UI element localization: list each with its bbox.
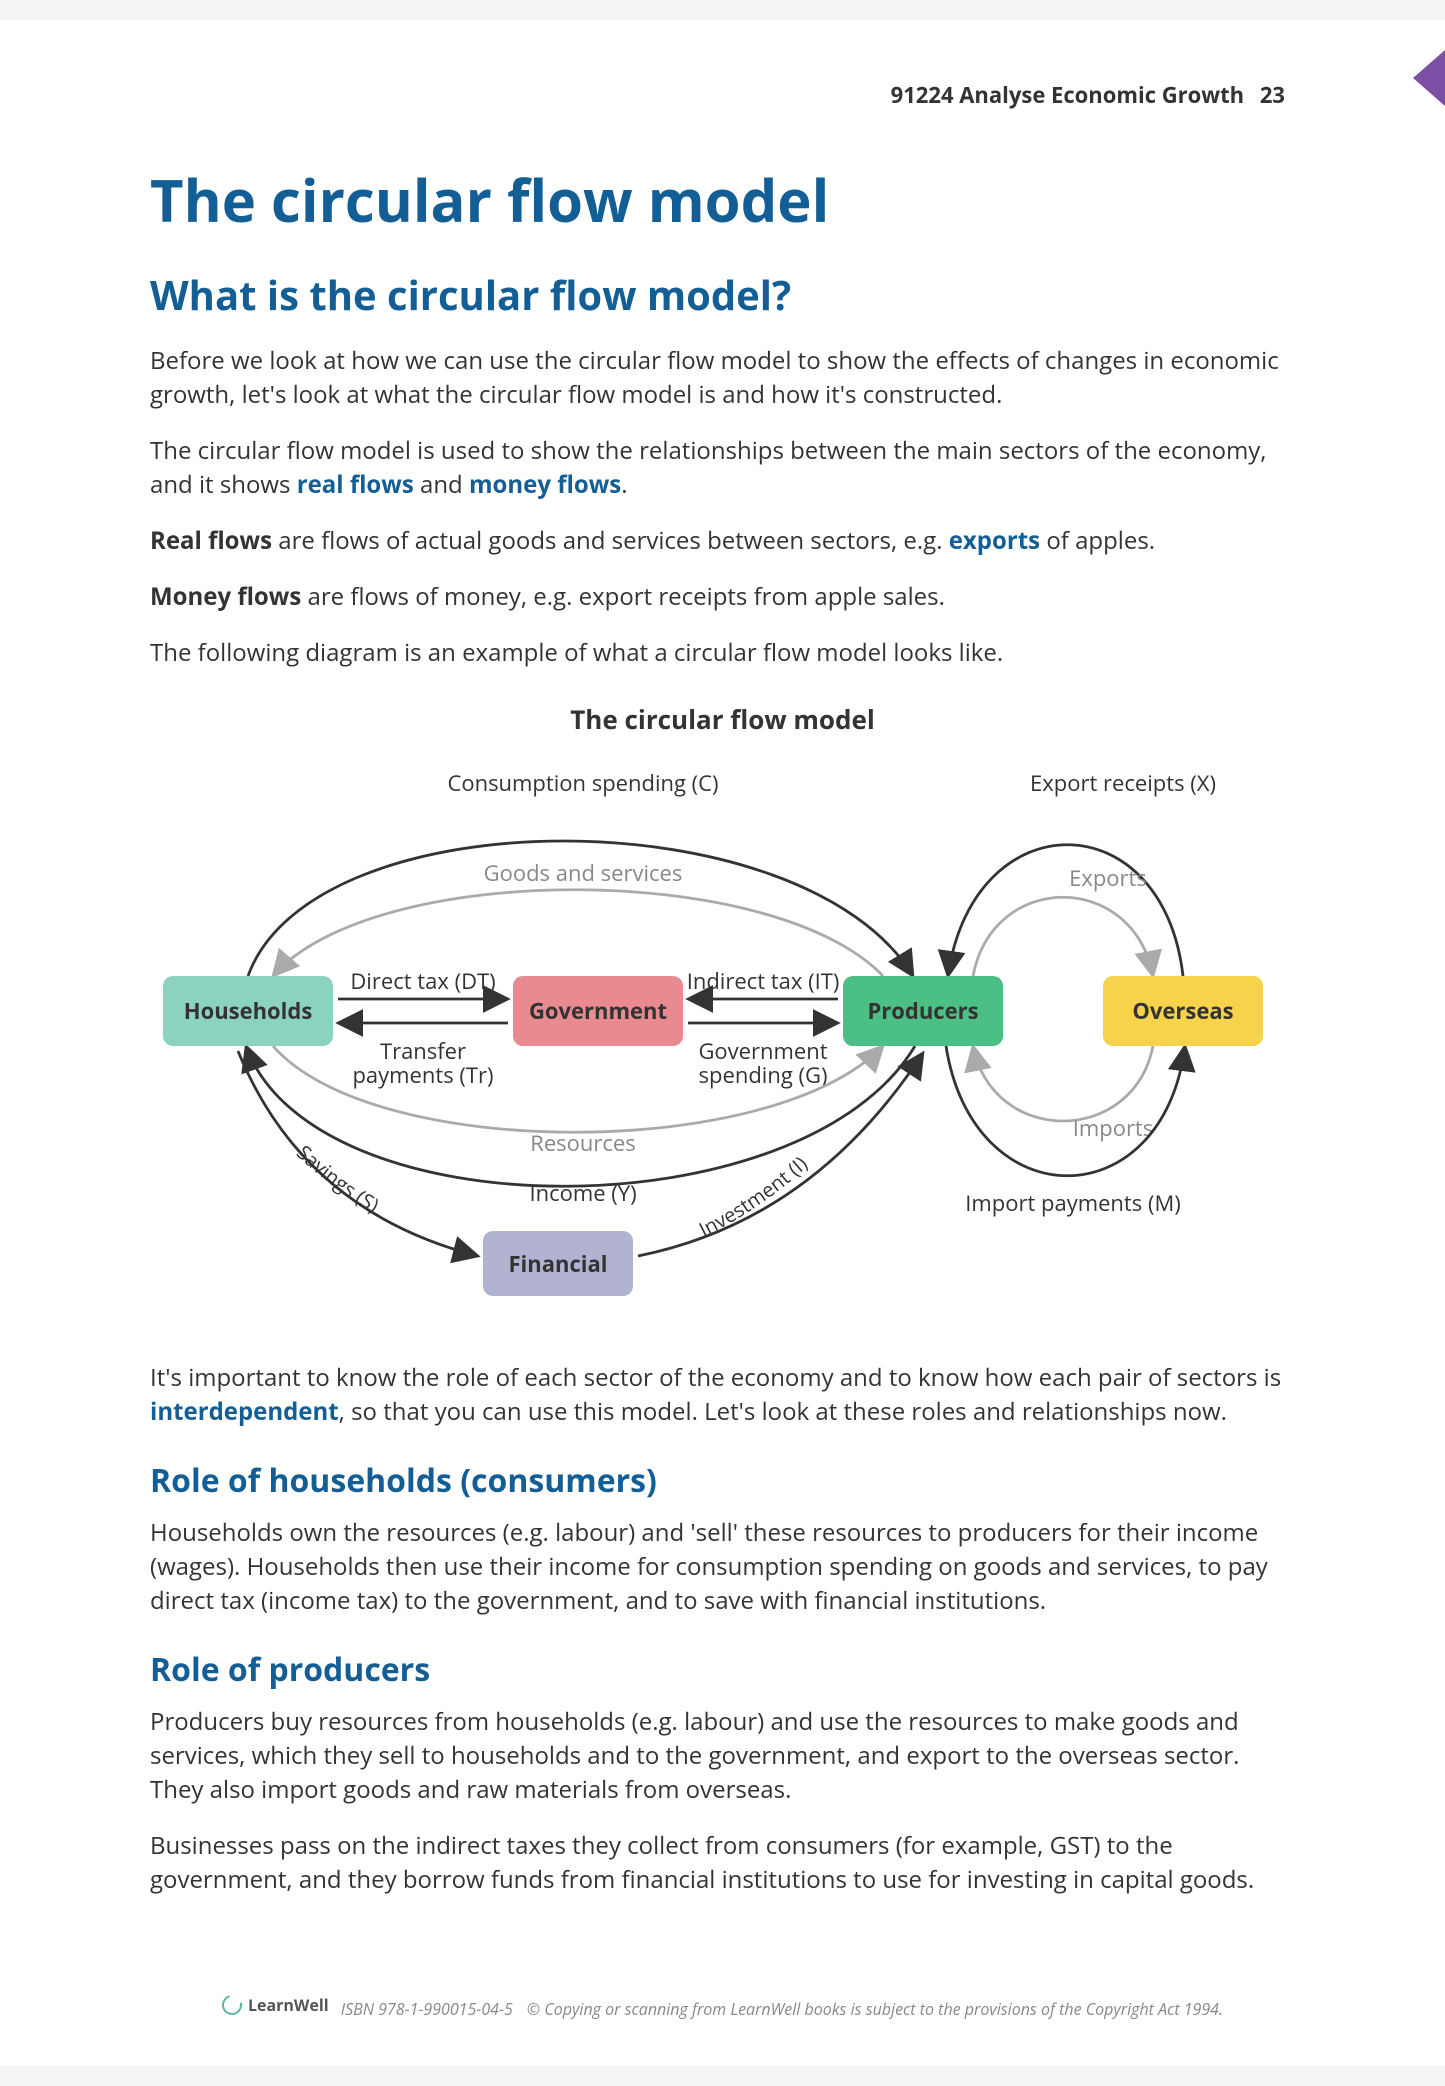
svg-text:Households: Households bbox=[183, 995, 312, 1025]
svg-text:Producers: Producers bbox=[867, 995, 978, 1025]
page-footer: LearnWell ISBN 978-1-990015-04-5 © Copyi… bbox=[0, 1994, 1445, 2020]
paragraph-intro-2: The circular flow model is used to show … bbox=[150, 434, 1295, 502]
section-heading: What is the circular flow model? bbox=[150, 267, 1295, 322]
arrow-import-payments bbox=[946, 1046, 1185, 1176]
label-transfer-2: payments (Tr) bbox=[352, 1060, 493, 1090]
svg-text:Overseas: Overseas bbox=[1132, 995, 1233, 1025]
isbn: ISBN 978-1-990015-04-5 bbox=[341, 1998, 513, 2020]
sector-government: Government bbox=[513, 976, 683, 1046]
label-exports: Exports bbox=[1069, 863, 1147, 893]
brand-name: LearnWell bbox=[248, 1994, 329, 2016]
page-corner-tab bbox=[1413, 50, 1445, 106]
arrow-goods bbox=[273, 889, 883, 975]
lead-money: Money flows bbox=[150, 580, 301, 613]
diagram-title: The circular flow model bbox=[150, 701, 1295, 737]
label-resources: Resources bbox=[530, 1128, 636, 1158]
arrow-imports bbox=[973, 1046, 1153, 1121]
running-header: 91224 Analyse Economic Growth 23 bbox=[150, 80, 1295, 110]
text: of apples. bbox=[1040, 524, 1155, 557]
sector-overseas: Overseas bbox=[1103, 976, 1263, 1046]
label-gov-spending-2: spending (G) bbox=[698, 1060, 827, 1090]
text: It's important to know the role of each … bbox=[150, 1361, 1281, 1394]
paragraph-money-flows: Money flows are flows of money, e.g. exp… bbox=[150, 580, 1295, 614]
svg-text:Financial: Financial bbox=[508, 1248, 607, 1278]
arrow-exports bbox=[973, 897, 1153, 976]
text: are flows of money, e.g. export receipts… bbox=[301, 580, 945, 613]
paragraph-producers-2: Businesses pass on the indirect taxes th… bbox=[150, 1829, 1295, 1897]
page: 91224 Analyse Economic Growth 23 The cir… bbox=[0, 20, 1445, 2066]
label-savings: Savings (S) bbox=[291, 1138, 384, 1217]
term-exports: exports bbox=[949, 524, 1040, 557]
diagram-svg: Consumption spending (C) Goods and servi… bbox=[153, 741, 1293, 1321]
paragraph-diagram-intro: The following diagram is an example of w… bbox=[150, 636, 1295, 670]
label-import-payments: Import payments (M) bbox=[965, 1188, 1180, 1218]
page-title: The circular flow model bbox=[150, 160, 1295, 239]
lead-real: Real flows bbox=[150, 524, 272, 557]
brand-logo: LearnWell bbox=[222, 1994, 329, 2016]
label-income: Income (Y) bbox=[529, 1178, 636, 1208]
label-consumption: Consumption spending (C) bbox=[447, 768, 718, 798]
term-money-flows: money flows bbox=[469, 468, 621, 501]
heading-households: Role of households (consumers) bbox=[150, 1459, 1295, 1502]
label-goods: Goods and services bbox=[483, 858, 682, 888]
label-investment: Investment (I) bbox=[694, 1149, 812, 1242]
sector-households: Households bbox=[163, 976, 333, 1046]
logo-swirl-icon bbox=[218, 1991, 245, 2018]
label-export-receipts: Export receipts (X) bbox=[1030, 768, 1216, 798]
paragraph-households: Households own the resources (e.g. labou… bbox=[150, 1516, 1295, 1618]
text: . bbox=[621, 468, 627, 501]
term-interdependent: interdependent bbox=[150, 1395, 339, 1428]
paragraph-intro-1: Before we look at how we can use the cir… bbox=[150, 344, 1295, 412]
text: are flows of actual goods and services b… bbox=[272, 524, 949, 557]
sector-producers: Producers bbox=[843, 976, 1003, 1046]
paragraph-after-diagram: It's important to know the role of each … bbox=[150, 1361, 1295, 1429]
course-code: 91224 Analyse Economic Growth bbox=[891, 80, 1244, 110]
text: and bbox=[414, 468, 469, 501]
term-real-flows: real flows bbox=[297, 468, 414, 501]
svg-text:Government: Government bbox=[528, 995, 666, 1025]
circular-flow-diagram: The circular flow model Consumption spen… bbox=[150, 701, 1295, 1321]
paragraph-producers-1: Producers buy resources from households … bbox=[150, 1705, 1295, 1807]
sector-financial: Financial bbox=[483, 1231, 633, 1296]
paragraph-real-flows: Real flows are flows of actual goods and… bbox=[150, 524, 1295, 558]
label-indirect-tax: Indirect tax (IT) bbox=[686, 966, 839, 996]
page-number: 23 bbox=[1260, 80, 1285, 110]
text: , so that you can use this model. Let's … bbox=[339, 1395, 1227, 1428]
copyright-notice: © Copying or scanning from LearnWell boo… bbox=[527, 1998, 1223, 2020]
heading-producers: Role of producers bbox=[150, 1648, 1295, 1691]
label-imports: Imports bbox=[1072, 1113, 1153, 1143]
label-direct-tax: Direct tax (DT) bbox=[350, 966, 495, 996]
